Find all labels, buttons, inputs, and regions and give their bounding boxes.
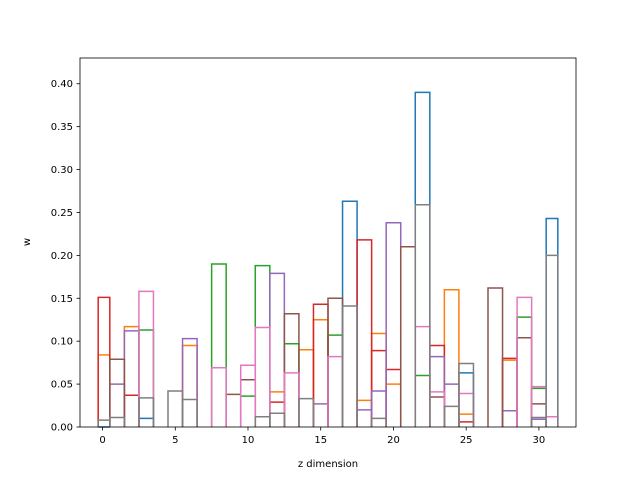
x-axis-label: z dimension [298, 459, 358, 470]
y-tick-label: 0.05 [51, 380, 73, 391]
x-tick-label: 15 [314, 435, 327, 446]
series-7 [97, 203, 559, 427]
y-tick-label: 0.10 [51, 337, 73, 348]
y-tick-label: 0.20 [51, 251, 73, 262]
x-tick-label: 5 [172, 435, 178, 446]
x-tick-label: 0 [99, 435, 105, 446]
y-tick-label: 0.35 [51, 122, 73, 133]
histogram-bar [109, 358, 126, 427]
plot-frame [79, 57, 577, 428]
histogram-bar [298, 397, 315, 427]
histogram-bar [210, 367, 227, 427]
histogram-bar [458, 362, 475, 427]
x-tick-label: 25 [460, 435, 473, 446]
x-tick-label: 20 [387, 435, 400, 446]
histogram-bar [414, 203, 431, 427]
histogram-bar [109, 416, 126, 427]
y-tick-label: 0.00 [51, 423, 73, 434]
histogram-bar [138, 290, 155, 427]
histogram-bar [254, 326, 271, 427]
histogram-bar [341, 305, 358, 427]
histogram-bar [370, 417, 387, 427]
histogram-bar [516, 296, 533, 427]
y-ticks: 0.00 0.05 0.10 0.15 0.20 0.25 0.30 0.35 0.40 [51, 79, 80, 434]
y-tick-label: 0.30 [51, 165, 73, 176]
x-tick-label: 10 [242, 435, 255, 446]
y-tick-label: 0.25 [51, 208, 73, 219]
histogram-bar [487, 287, 504, 427]
y-axis-label: w [22, 238, 33, 246]
x-ticks: 0 5 10 15 20 25 30 [99, 427, 545, 446]
histogram-bar [181, 337, 198, 427]
x-tick-label: 30 [533, 435, 546, 446]
histogram-bar [545, 254, 559, 427]
histogram-bar [283, 312, 300, 427]
y-tick-label: 0.15 [51, 294, 73, 305]
histogram-bar [138, 397, 155, 427]
series-layer [97, 91, 559, 428]
histogram-bar [181, 398, 198, 427]
histogram-bar [269, 412, 286, 427]
y-tick-label: 0.40 [51, 79, 73, 90]
histogram-bar [210, 263, 227, 427]
